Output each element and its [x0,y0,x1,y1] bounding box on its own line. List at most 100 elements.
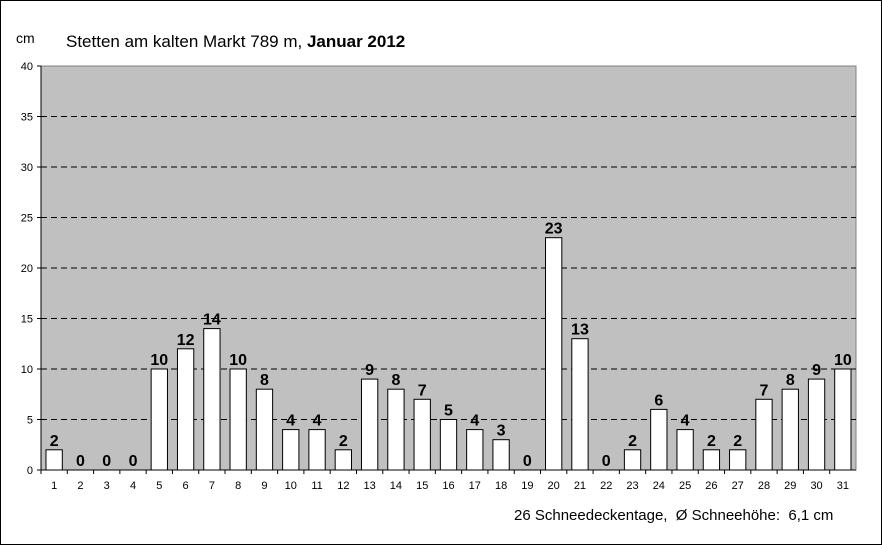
bar-value-label: 2 [628,433,637,450]
x-tick-label: 27 [732,480,744,492]
chart-title-text: Stetten am kalten Markt 789 m, [66,32,307,51]
x-tick-label: 17 [469,480,481,492]
bar [45,449,63,471]
y-tick-label: 30 [21,162,33,174]
x-tick-label: 24 [653,480,665,492]
x-tick-label: 12 [337,480,349,492]
bar-value-label: 7 [418,382,427,399]
bar [834,368,852,471]
bar-value-label: 0 [76,453,85,470]
bar [439,419,458,471]
x-tick-label: 7 [209,480,215,492]
bar-value-label: 4 [470,413,479,430]
x-tick-label: 3 [104,480,110,492]
bar [545,237,563,471]
x-tick-label: 15 [416,480,428,492]
bar-value-label: 5 [444,403,453,420]
bar-value-label: 8 [391,372,400,389]
bar-value-label: 23 [545,221,563,238]
x-tick-label: 1 [51,480,57,492]
x-tick-label: 4 [130,480,136,492]
x-tick-label: 16 [442,480,454,492]
x-tick-label: 26 [705,480,717,492]
x-tick-label: 14 [390,480,402,492]
y-tick-label: 5 [27,415,33,427]
y-tick-label: 10 [21,364,33,376]
bar [571,338,589,471]
x-tick-label: 18 [495,480,507,492]
bar [623,449,642,471]
y-tick-label: 40 [21,61,33,73]
bar-value-label: 0 [523,453,532,470]
x-tick-label: 30 [810,480,822,492]
bar [413,398,431,471]
bar-value-label: 10 [834,352,852,369]
y-tick-label: 20 [21,263,33,275]
bar [650,408,668,471]
bar [282,429,300,471]
x-tick-label: 11 [311,480,322,492]
bar-value-label: 0 [602,453,611,470]
x-tick-label: 6 [183,480,189,492]
bar-value-label: 9 [365,362,374,379]
bar-value-label: 4 [681,413,690,430]
bar-value-label: 8 [786,372,795,389]
bar [492,439,510,471]
bar [255,388,274,471]
bar [466,429,484,471]
y-tick-label: 25 [21,213,33,225]
bar-value-label: 0 [102,453,111,470]
x-tick-label: 21 [574,480,586,492]
bar-value-label: 4 [286,413,295,430]
bar [308,429,326,471]
bar [150,368,168,471]
bar [176,348,195,471]
chart-footer-summary: 26 Schneedeckentage, Ø Schneehöhe: 6,1 c… [514,507,834,524]
y-tick-label: 35 [21,112,33,124]
bar [334,449,352,471]
x-tick-label: 22 [600,480,612,492]
x-tick-label: 31 [837,480,849,492]
chart-title-bold: Januar 2012 [306,32,406,51]
x-tick-label: 9 [261,480,267,492]
x-tick-label: 29 [784,480,796,492]
x-tick-label: 5 [156,480,162,492]
y-tick-label: 15 [21,314,33,326]
x-tick-label: 2 [77,480,83,492]
bar [807,378,826,471]
bar-value-label: 4 [313,413,322,430]
bar [229,368,247,471]
bar-value-label: 10 [229,352,247,369]
chart-title: Stetten am kalten Markt 789 m, Januar 20… [66,32,405,52]
bar-value-label: 2 [339,433,348,450]
y-tick-label: 0 [27,465,33,477]
bar [729,449,747,471]
y-axis-unit-label: cm [16,30,35,46]
x-tick-label: 23 [626,480,638,492]
bar [781,388,799,471]
bar-value-label: 14 [203,312,221,329]
x-tick-label: 8 [235,480,241,492]
bar [360,378,379,471]
bar-value-label: 0 [129,453,138,470]
bar [702,449,721,471]
x-tick-label: 19 [521,480,533,492]
bar [676,429,694,471]
bar-value-label: 9 [812,362,821,379]
x-tick-label: 13 [364,480,376,492]
bar-value-label: 12 [177,332,195,349]
bar [755,398,773,471]
bar-value-label: 7 [760,382,769,399]
bar [203,328,221,471]
bar-value-label: 3 [497,423,506,440]
bar-value-label: 13 [571,322,589,339]
x-tick-label: 25 [679,480,691,492]
bar-value-label: 8 [260,372,269,389]
bar [387,388,405,471]
x-tick-label: 10 [285,480,297,492]
bar-value-label: 2 [707,433,716,450]
x-tick-label: 20 [548,480,560,492]
bar-value-label: 6 [654,392,663,409]
bar-value-label: 10 [150,352,168,369]
